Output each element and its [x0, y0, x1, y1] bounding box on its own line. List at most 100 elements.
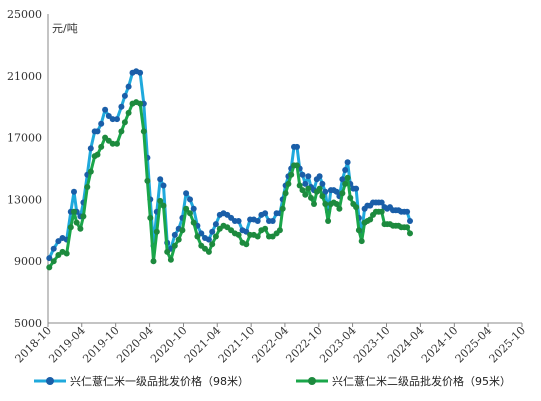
x-tick-label: 2018-10 [13, 324, 55, 366]
data-point [205, 248, 212, 255]
data-point [302, 191, 309, 198]
data-point [333, 201, 340, 207]
data-point [209, 241, 216, 248]
data-point [109, 116, 116, 123]
data-point [157, 176, 164, 183]
data-point [404, 224, 411, 231]
data-point [305, 185, 312, 192]
y-tick-label: 13000 [7, 193, 42, 206]
data-point [212, 221, 219, 228]
data-point [212, 233, 219, 240]
x-tick-label: 2021-04 [182, 324, 224, 366]
data-point [325, 218, 332, 224]
legend-marker-grade2 [308, 377, 316, 385]
data-point [125, 109, 132, 116]
y-tick-label: 9000 [14, 255, 42, 268]
data-point [114, 116, 120, 123]
series-lines [46, 68, 413, 271]
data-point [147, 214, 154, 221]
legend-label-grade1: 兴仁薏仁米一级品批发价格（98米） [70, 374, 249, 388]
data-point [311, 201, 317, 207]
data-point [235, 231, 242, 238]
data-point [296, 182, 303, 189]
data-point [118, 103, 125, 110]
data-point [125, 83, 132, 90]
data-point [71, 208, 77, 215]
data-point [407, 230, 413, 237]
data-point [50, 258, 57, 265]
axes [47, 14, 522, 324]
data-point [84, 184, 91, 190]
legend-item-grade2: 兴仁薏仁米二级品批发价格（95米） [296, 374, 511, 388]
x-tick-label: 2025-04 [453, 324, 495, 366]
data-point [137, 100, 144, 107]
data-point [98, 143, 105, 150]
data-point [404, 208, 411, 215]
data-point [46, 255, 53, 262]
data-point [322, 201, 329, 207]
data-point [353, 185, 360, 192]
data-point [109, 140, 116, 147]
data-point [243, 241, 250, 248]
data-point [305, 173, 312, 180]
data-point [121, 92, 128, 99]
data-point [150, 258, 157, 265]
data-point [333, 188, 340, 195]
x-tick-label: 2023-10 [351, 324, 393, 366]
data-point [46, 264, 53, 271]
data-point [302, 180, 309, 187]
y-tick-label: 21000 [7, 70, 42, 83]
data-point [339, 190, 346, 197]
data-point [235, 218, 242, 224]
data-point [102, 106, 109, 113]
data-point [50, 245, 57, 252]
x-tick-label: 2025-10 [487, 324, 529, 366]
series-line [48, 100, 412, 269]
data-point [308, 194, 314, 201]
y-tick-labels: 5000 9000 13000 17000 21000 25000 [7, 8, 42, 330]
x-tick-labels: 2018-102019-042019-102020-042020-102021-… [13, 323, 529, 366]
data-point [140, 128, 147, 135]
data-point [322, 188, 329, 195]
data-point [279, 205, 286, 212]
data-point [55, 238, 62, 245]
data-point [276, 227, 283, 234]
data-point [190, 205, 197, 212]
data-point [63, 250, 70, 257]
data-point [183, 205, 190, 212]
data-point [164, 248, 171, 255]
data-point [55, 252, 62, 258]
data-point [73, 219, 80, 226]
data-point [94, 151, 101, 158]
data-point [67, 224, 74, 231]
x-tick-label: 2021-10 [216, 324, 258, 366]
x-tick-label: 2022-10 [283, 324, 325, 366]
data-point [171, 231, 178, 238]
data-point [87, 145, 94, 152]
x-tick-label: 2020-04 [114, 324, 156, 366]
x-tick-label: 2024-04 [385, 324, 427, 366]
unit-label: 元/吨 [52, 22, 78, 35]
data-point [71, 188, 77, 195]
data-point [121, 119, 128, 126]
x-tick-label: 2020-10 [148, 324, 190, 366]
data-point [347, 194, 354, 201]
data-point [262, 210, 269, 217]
data-point [342, 180, 349, 187]
y-tick-label: 17000 [7, 132, 42, 145]
data-point [299, 171, 306, 178]
data-point [294, 162, 300, 169]
data-point [137, 69, 144, 76]
legend-item-grade1: 兴仁薏仁米一级品批发价格（98米） [34, 374, 249, 388]
data-point [209, 228, 216, 235]
data-point [194, 233, 201, 240]
data-point [285, 180, 292, 187]
legend-label-grade2: 兴仁薏仁米二级品批发价格（95米） [332, 374, 511, 388]
data-point [144, 177, 151, 184]
data-point [190, 219, 197, 226]
data-point [80, 213, 87, 220]
data-point [316, 185, 323, 192]
data-point [294, 143, 300, 150]
x-tick-label: 2019-04 [46, 324, 88, 366]
data-point [187, 196, 193, 203]
